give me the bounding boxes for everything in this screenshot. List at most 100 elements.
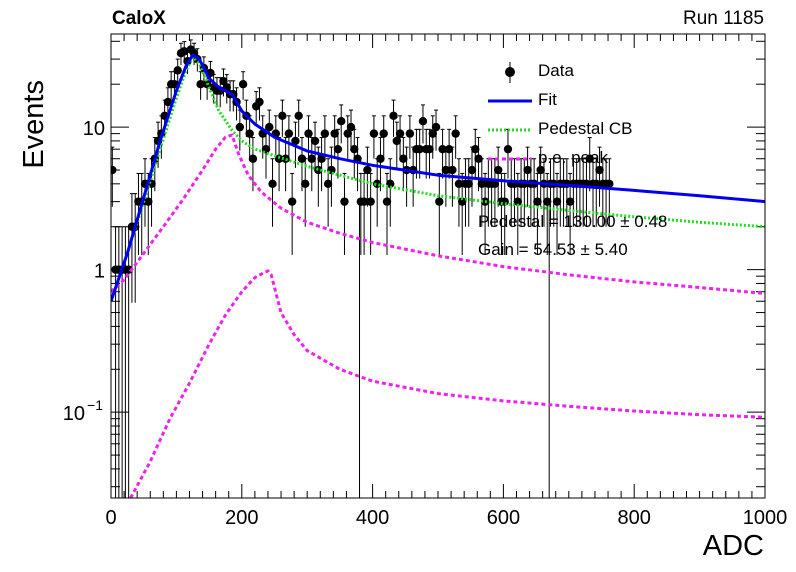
- data-point: [415, 144, 424, 154]
- data-point: [379, 129, 388, 138]
- data-point: [307, 154, 316, 163]
- data-point: [291, 136, 300, 146]
- data-point: [317, 154, 326, 163]
- y-axis-label: Events: [18, 80, 50, 169]
- x-tick-label: 200: [225, 507, 258, 529]
- fit-curve: [111, 53, 765, 302]
- data-point: [382, 197, 392, 206]
- legend-label-data: Data: [538, 61, 574, 80]
- x-tick-label: 600: [487, 507, 520, 529]
- data-point: [144, 197, 153, 206]
- data-point: [425, 144, 434, 154]
- data-point: [301, 179, 310, 189]
- x-tick-label: 400: [356, 507, 389, 529]
- data-point: [366, 197, 375, 206]
- data-point: [431, 122, 441, 132]
- data-point: [163, 97, 173, 107]
- data-point: [330, 129, 339, 138]
- x-axis-label: ADC: [702, 530, 764, 562]
- data-point: [418, 117, 428, 126]
- data-point: [536, 165, 545, 175]
- gain-stat: Gain = 54.53 ± 5.40: [478, 240, 628, 259]
- data-point: [238, 79, 248, 89]
- data-point: [435, 197, 444, 206]
- data-point: [287, 197, 297, 206]
- data-point: [180, 47, 189, 56]
- data-point: [552, 197, 562, 206]
- data-point: [523, 165, 532, 175]
- data-point: [565, 197, 575, 206]
- x-tick-label: 1000: [743, 507, 788, 529]
- data-point: [284, 129, 294, 138]
- data-point: [493, 165, 503, 175]
- data-point: [585, 154, 594, 163]
- data-point: [359, 197, 369, 206]
- data-point: [376, 154, 385, 163]
- data-point: [268, 179, 277, 189]
- data-point: [304, 129, 313, 138]
- pedestal-line-icon: [488, 128, 532, 132]
- data-point: [451, 129, 460, 138]
- legend-entry-pe-peak: p.e. peak: [488, 145, 708, 174]
- data-point: [255, 97, 264, 107]
- data-point: [340, 197, 349, 206]
- data-point: [389, 111, 398, 121]
- x-tick-label: 0: [105, 507, 116, 529]
- data-point: [281, 154, 290, 163]
- legend: Data Fit Pedestal CB p.e. peak: [488, 58, 708, 174]
- data-point: [399, 154, 408, 163]
- data-point: [477, 179, 487, 189]
- legend-entry-fit: Fit: [488, 87, 708, 116]
- data-point: [513, 197, 522, 206]
- y-tick-label: 10: [63, 403, 85, 425]
- legend-label-pedestal: Pedestal CB: [538, 119, 633, 138]
- data-marker-icon: [505, 62, 515, 83]
- data-point: [474, 154, 483, 163]
- data-point: [350, 144, 359, 154]
- data-point: [428, 129, 437, 138]
- data-point: [395, 129, 405, 138]
- pe-peak-curve: [111, 133, 765, 295]
- data-point: [464, 179, 473, 189]
- data-point: [441, 165, 451, 175]
- data-point: [173, 66, 182, 75]
- data-point: [363, 165, 372, 175]
- data-point: [337, 117, 346, 126]
- data-point: [405, 129, 415, 138]
- data-point: [343, 129, 352, 138]
- data-point: [278, 111, 287, 121]
- data-point: [245, 129, 254, 138]
- data-point: [196, 79, 205, 89]
- data-point: [533, 197, 542, 206]
- data-point: [320, 129, 330, 138]
- data-point: [467, 165, 477, 175]
- data-point: [111, 165, 117, 175]
- data-point: [392, 136, 401, 146]
- pedestal-stat: Pedestal = 130.00 ± 0.48: [478, 212, 668, 231]
- legend-label-fit: Fit: [538, 90, 557, 109]
- data-point: [297, 154, 307, 163]
- x-tick-label: 800: [618, 507, 651, 529]
- data-point: [294, 111, 303, 121]
- data-point: [235, 122, 245, 132]
- data-point: [314, 165, 323, 175]
- pedestal-cb-curve: [111, 55, 765, 302]
- plot-frame: [110, 33, 766, 499]
- data-point: [448, 165, 457, 175]
- legend-entry-data: Data: [488, 58, 708, 87]
- data-point: [248, 154, 258, 163]
- legend-entry-pedestal: Pedestal CB: [488, 116, 708, 145]
- data-point: [219, 76, 228, 86]
- data-point: [503, 144, 513, 154]
- pe-peak-line-icon: [488, 157, 532, 161]
- data-point: [323, 179, 333, 189]
- data-point: [454, 179, 464, 189]
- run-label: Run 1185: [683, 8, 764, 29]
- y-tick-exponent: −1: [87, 397, 103, 413]
- data-point: [265, 122, 274, 132]
- data-point: [471, 144, 480, 154]
- data-point: [310, 136, 320, 146]
- y-tick-label: 1: [94, 261, 105, 283]
- legend-label-pe-peak: p.e. peak: [538, 148, 608, 167]
- data-point: [595, 165, 604, 175]
